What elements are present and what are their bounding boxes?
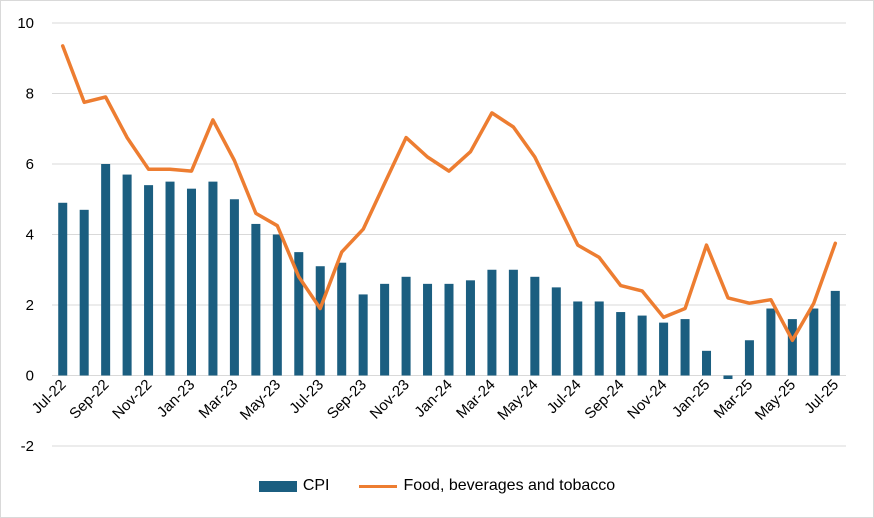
- y-tick-label: 0: [26, 368, 34, 385]
- cpi-bar: [380, 283, 390, 376]
- legend-label-cpi: CPI: [302, 477, 330, 494]
- cpi-bar: [465, 280, 475, 376]
- y-tick-label: 6: [26, 156, 34, 173]
- x-tick-label: Sep-24: [581, 376, 627, 422]
- cpi-bar: [787, 319, 797, 376]
- cpi-bar: [744, 340, 754, 376]
- cpi-bar: [144, 185, 154, 376]
- cpi-bar: [530, 276, 540, 376]
- x-tick-label: Jul-25: [801, 376, 842, 417]
- x-tick-label: Mar-24: [453, 376, 499, 422]
- cpi-bars: [58, 164, 840, 380]
- x-tick-label: Mar-23: [196, 376, 242, 422]
- cpi-bar: [251, 223, 261, 376]
- cpi-bar: [79, 209, 89, 376]
- x-tick-label: Jan-23: [154, 376, 198, 420]
- y-tick-label: 8: [26, 86, 34, 103]
- cpi-bar: [358, 294, 368, 376]
- cpi-bar: [680, 319, 690, 376]
- legend: CPI Food, beverages and tobacco: [0, 474, 874, 498]
- x-tick-label: Sep-23: [324, 376, 370, 422]
- x-tick-label: May-24: [494, 376, 541, 423]
- cpi-bar: [165, 181, 175, 376]
- cpi-bar: [423, 283, 433, 376]
- x-tick-label: May-25: [752, 376, 799, 423]
- cpi-bar: [229, 199, 239, 376]
- legend-swatch-food: [359, 484, 398, 488]
- cpi-bar: [315, 266, 325, 376]
- cpi-bar: [616, 312, 626, 376]
- food-series-line: [60, 44, 838, 343]
- cpi-bar: [101, 164, 111, 376]
- cpi-bar: [766, 308, 776, 376]
- cpi-bar: [508, 269, 518, 376]
- cpi-bar: [337, 262, 347, 376]
- gridlines: [52, 22, 846, 447]
- y-tick-label: 10: [17, 15, 34, 32]
- y-tick-label: 2: [26, 297, 34, 314]
- cpi-bar: [723, 375, 733, 380]
- food-line: [60, 44, 838, 343]
- legend-item-food: Food, beverages and tobacco: [359, 477, 615, 495]
- legend-label-food: Food, beverages and tobacco: [403, 477, 616, 494]
- legend-swatch-cpi: [258, 480, 297, 492]
- legend-item-cpi: CPI: [258, 477, 330, 495]
- cpi-bar: [444, 283, 454, 376]
- x-tick-label: Jan-25: [669, 376, 713, 420]
- x-tick-label: Jul-23: [286, 376, 327, 417]
- cpi-bar: [659, 322, 669, 376]
- cpi-bar: [551, 287, 561, 376]
- cpi-bar: [122, 174, 132, 376]
- cpi-bar: [702, 350, 712, 376]
- cpi-bar: [809, 308, 819, 376]
- y-axis-ticks: -2 0 2 4 6 8 10: [17, 15, 34, 455]
- cpi-bar: [208, 181, 218, 376]
- y-tick-label: -2: [21, 438, 34, 455]
- x-tick-label: Nov-23: [367, 376, 413, 422]
- x-tick-label: Nov-24: [624, 376, 670, 422]
- cpi-bar: [58, 202, 68, 376]
- cpi-bar: [487, 269, 497, 376]
- x-tick-label: Jul-22: [29, 376, 70, 417]
- cpi-bar: [594, 301, 604, 376]
- cpi-bar: [637, 315, 647, 376]
- x-tick-label: May-23: [237, 376, 284, 423]
- cpi-bar: [272, 234, 282, 376]
- cpi-bar: [401, 276, 411, 376]
- x-tick-label: Mar-25: [711, 376, 757, 422]
- y-tick-label: 4: [26, 227, 34, 244]
- cpi-bar: [186, 188, 196, 376]
- cpi-bar: [294, 252, 304, 376]
- x-tick-label: Nov-22: [109, 376, 155, 422]
- x-tick-label: Jan-24: [411, 376, 455, 420]
- cpi-bar: [830, 290, 840, 376]
- x-tick-label: Jul-24: [544, 376, 585, 417]
- x-tick-label: Sep-22: [66, 376, 112, 422]
- cpi-bar: [573, 301, 583, 376]
